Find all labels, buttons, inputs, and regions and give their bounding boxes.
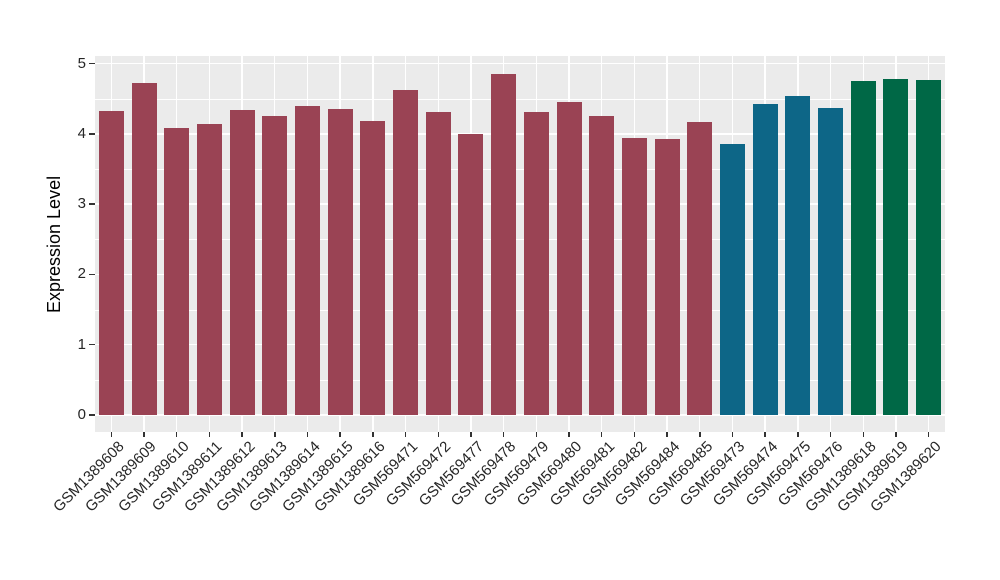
gridline-major xyxy=(95,414,945,416)
bar xyxy=(360,121,386,415)
y-tick-mark xyxy=(89,62,95,65)
plot-panel xyxy=(95,56,945,432)
bar xyxy=(196,123,222,415)
bar xyxy=(556,102,582,415)
gridline-minor xyxy=(95,239,945,241)
x-tick-mark xyxy=(208,432,211,437)
y-tick-label: 3 xyxy=(77,195,86,213)
y-tick-label: 1 xyxy=(77,335,86,353)
y-tick-label: 2 xyxy=(77,265,86,283)
bar xyxy=(916,79,942,415)
x-tick-mark xyxy=(927,432,930,437)
x-tick-mark xyxy=(404,432,407,437)
bar xyxy=(491,74,517,415)
gridline-minor xyxy=(95,309,945,311)
bar xyxy=(523,112,549,415)
x-tick-mark xyxy=(764,432,766,437)
x-tick-mark xyxy=(470,432,472,437)
bar xyxy=(621,138,647,415)
bar xyxy=(458,133,484,415)
x-tick-mark xyxy=(175,432,178,437)
gridline-major xyxy=(95,273,945,276)
bar xyxy=(98,110,124,415)
bar xyxy=(229,109,255,415)
x-tick-mark xyxy=(797,432,799,437)
y-axis-title: Expression Level xyxy=(44,175,64,313)
bar xyxy=(425,112,451,415)
y-tick-mark xyxy=(89,343,95,346)
y-tick-mark xyxy=(89,273,95,276)
bar xyxy=(327,108,353,415)
bar xyxy=(654,139,680,415)
x-tick-mark xyxy=(895,432,897,437)
bar xyxy=(720,144,745,415)
x-tick-mark xyxy=(829,432,832,437)
bar xyxy=(131,83,157,415)
gridline-major xyxy=(95,133,945,135)
gridline-major xyxy=(95,343,945,346)
bar xyxy=(262,115,288,415)
x-tick-mark xyxy=(241,432,243,437)
x-tick-mark xyxy=(110,432,113,437)
bar xyxy=(589,116,615,415)
x-tick-mark xyxy=(437,432,440,437)
y-tick-label: 0 xyxy=(77,406,86,423)
x-tick-mark xyxy=(731,432,734,437)
x-tick-mark xyxy=(143,432,145,437)
gridline-major xyxy=(95,203,945,205)
y-tick-mark xyxy=(89,414,95,416)
x-tick-mark xyxy=(535,432,538,437)
x-tick-mark xyxy=(502,432,505,437)
bar xyxy=(687,121,713,415)
x-tick-mark xyxy=(600,432,603,437)
gridline-minor xyxy=(95,168,945,170)
x-tick-mark xyxy=(568,432,570,437)
bar xyxy=(850,81,876,415)
x-tick-mark xyxy=(339,432,341,437)
x-tick-mark xyxy=(274,432,276,437)
bar xyxy=(818,107,844,415)
x-tick-mark xyxy=(666,432,668,437)
x-tick-mark xyxy=(862,432,865,437)
bar xyxy=(883,78,909,415)
bar xyxy=(393,89,419,415)
bar xyxy=(785,95,811,415)
gridline-minor xyxy=(95,379,945,381)
bar xyxy=(295,106,320,415)
x-tick-mark xyxy=(306,432,309,437)
y-tick-mark xyxy=(89,203,95,205)
bar xyxy=(164,128,190,415)
y-tick-label: 5 xyxy=(77,54,86,72)
gridline-major xyxy=(95,62,945,65)
gridline-minor xyxy=(95,98,945,100)
y-tick-mark xyxy=(89,133,95,135)
bar xyxy=(752,103,778,415)
y-tick-label: 4 xyxy=(77,124,86,142)
x-tick-mark xyxy=(699,432,701,437)
x-tick-mark xyxy=(372,432,374,437)
x-tick-mark xyxy=(633,432,636,437)
